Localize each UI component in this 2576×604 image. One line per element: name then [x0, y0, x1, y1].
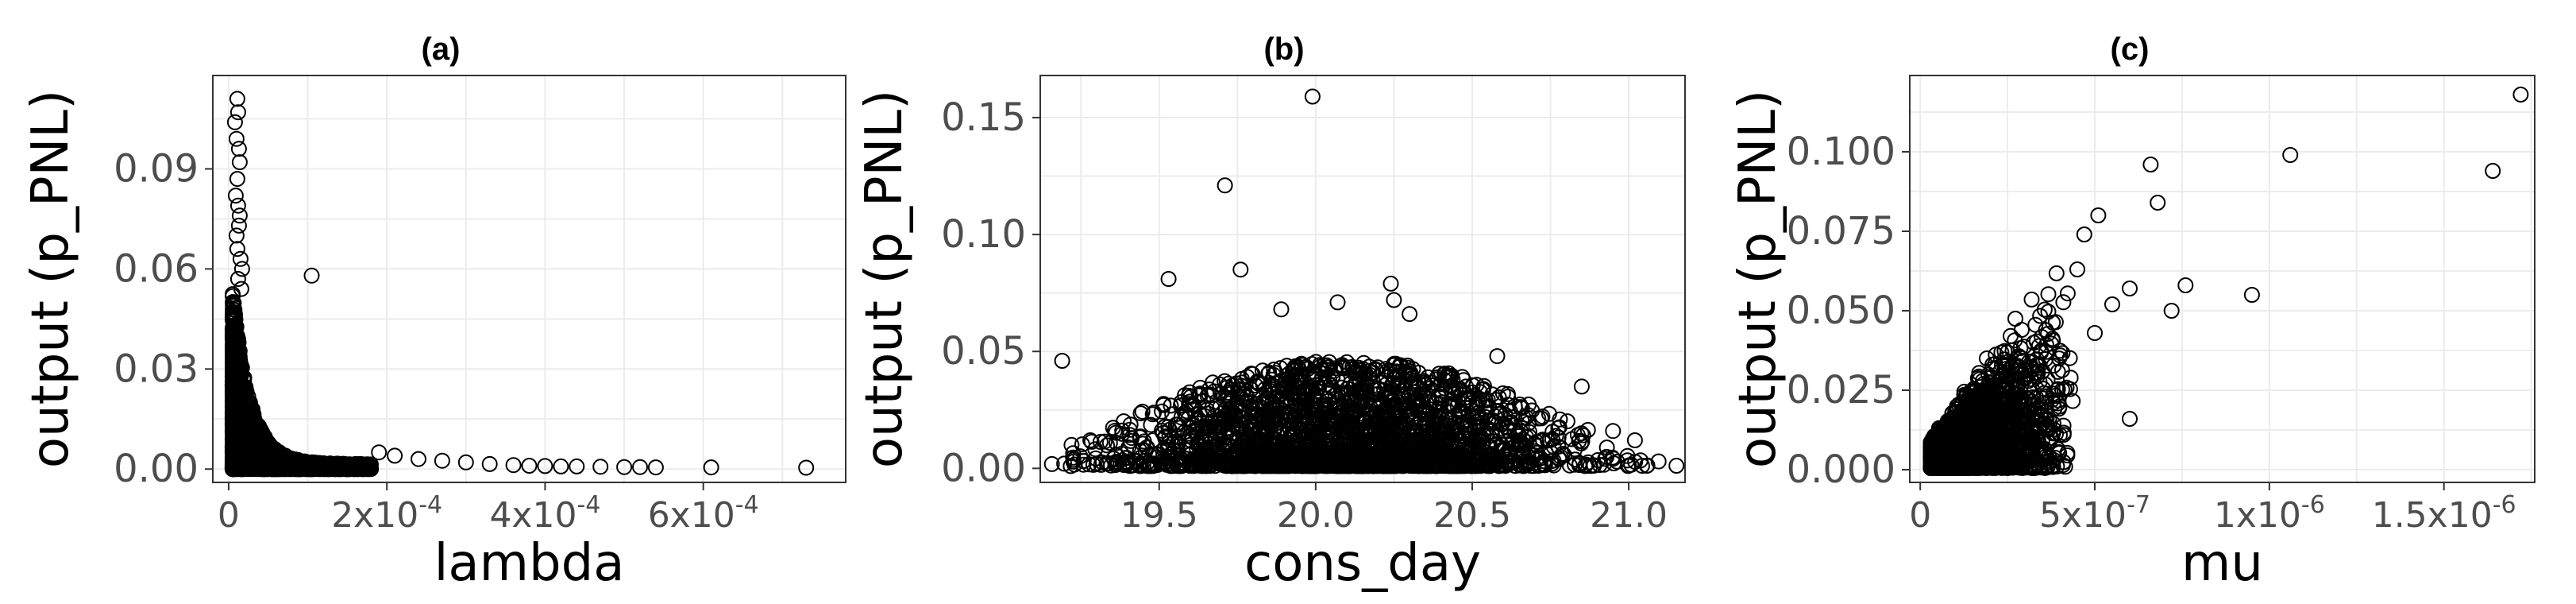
x-axis-title: lambda	[434, 534, 625, 593]
points	[224, 91, 815, 478]
panel-a: 0 2x10-4 4x10-4 6x10-4 0.00 0.03 0.06 0.09 (a) la…	[21, 32, 846, 593]
panel-b: 19.5 20.0 20.5 21.00.000.050.100.15(b)cons_…	[855, 32, 1686, 593]
y-axis-title: output (p_PNL)	[21, 90, 80, 468]
y-tick-label: 0.09	[114, 147, 199, 192]
x-tick-label: 2x10-4	[331, 491, 442, 536]
y-tick-label: 0.03	[114, 347, 199, 391]
x-tick-label: 6x10-4	[648, 491, 759, 536]
x-tick-label: 4x10-4	[489, 491, 600, 536]
y-tick-label: 0.06	[114, 246, 199, 291]
y-tick-label: 0.00	[114, 447, 199, 491]
panel-title: (a)	[422, 32, 461, 67]
x-tick-label: 0	[218, 495, 240, 536]
data-point	[226, 319, 242, 335]
